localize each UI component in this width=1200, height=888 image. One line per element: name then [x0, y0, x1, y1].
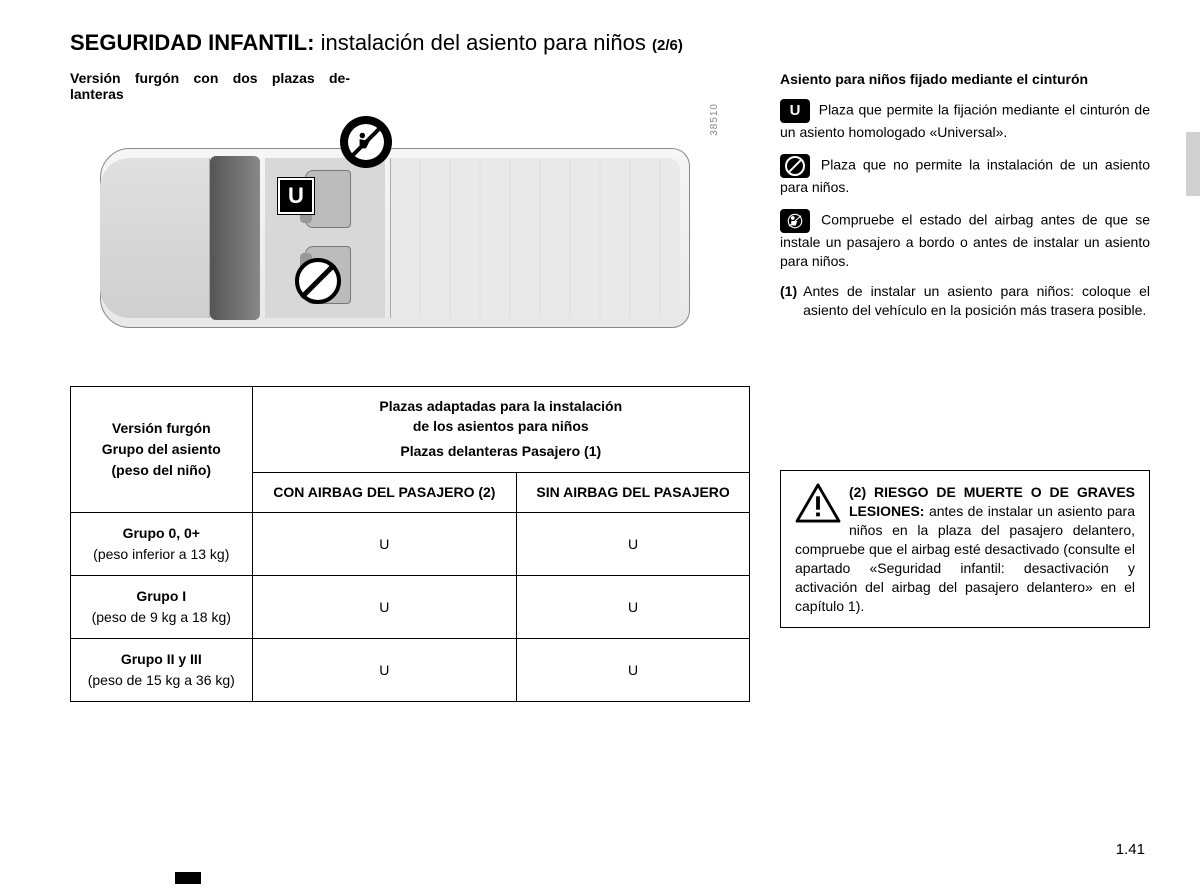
group-cell: Grupo I (peso de 9 kg a 18 kg): [71, 576, 253, 639]
prohibit-symbol-icon: [780, 154, 810, 178]
hdr-top-l3: Plazas delanteras Pasajero (1): [261, 442, 741, 462]
title-main: SEGURIDAD INFANTIL:: [70, 30, 314, 55]
table-row: Grupo 0, 0+ (peso inferior a 13 kg) U U: [71, 513, 750, 576]
table-header-left: Versión furgón Grupo del asiento (peso d…: [71, 387, 253, 513]
hdr-left-l2: Grupo del asiento: [79, 439, 244, 460]
group-cell: Grupo 0, 0+ (peso inferior a 13 kg): [71, 513, 253, 576]
cell-c1: U: [252, 576, 517, 639]
group-weight: (peso inferior a 13 kg): [93, 546, 229, 562]
image-code: 38510: [709, 103, 720, 136]
prohibit-icon: [295, 258, 341, 304]
right-heading: Asiento para niños fijado mediante el ci…: [780, 70, 1150, 89]
table-row: Grupo II y III (peso de 15 kg a 36 kg) U…: [71, 639, 750, 702]
hdr-top-l1: Plazas adaptadas para la instalación: [261, 397, 741, 417]
footnote-1-text: Antes de instalar un asiento para niños:…: [803, 282, 1150, 320]
cell-c2: U: [517, 639, 750, 702]
van-windshield: [210, 156, 260, 320]
van-hood: [100, 158, 210, 318]
footnote-1: (1) Antes de instalar un asiento para ni…: [780, 282, 1150, 320]
cell-c1: U: [252, 639, 517, 702]
cell-c2: U: [517, 513, 750, 576]
vehicle-diagram: 38510: [70, 108, 750, 378]
warning-box: (2) RIESGO DE MUERTE O DE GRAVES LESIONE…: [780, 470, 1150, 628]
cell-c1: U: [252, 513, 517, 576]
table-header-top: Plazas adaptadas para la instalación de …: [252, 387, 749, 473]
airbag-check-symbol-icon: [780, 209, 810, 233]
footnote-1-num: (1): [780, 282, 797, 320]
hdr-left-l3: (peso del niño): [79, 460, 244, 481]
warning-text: antes de instalar un asiento para niños …: [795, 503, 1135, 613]
seat-compatibility-table: Versión furgón Grupo del asiento (peso d…: [70, 386, 750, 702]
group-name: Grupo 0, 0+: [123, 525, 200, 541]
cell-c2: U: [517, 576, 750, 639]
table-col2-header: SIN AIRBAG DEL PASAJERO: [517, 472, 750, 513]
group-name: Grupo I: [136, 588, 186, 604]
u-symbol-icon: U: [780, 99, 810, 123]
hdr-left-l1: Versión furgón: [79, 418, 244, 439]
prohibit-text: Plaza que no permite la instalación de u…: [780, 156, 1150, 194]
page-title: SEGURIDAD INFANTIL: instalación del asie…: [70, 30, 1150, 56]
title-sub: instalación del asiento para niños: [321, 30, 646, 55]
u-text: Plaza que permite la fijación mediante e…: [780, 102, 1150, 140]
group-name: Grupo II y III: [121, 651, 202, 667]
universal-seat-icon: U: [278, 178, 314, 214]
warning-triangle-icon: [795, 483, 841, 523]
table-row: Grupo I (peso de 9 kg a 18 kg) U U: [71, 576, 750, 639]
child-seat-icon: [355, 130, 377, 152]
left-column: Versión furgón con dos plazas de- lanter…: [70, 70, 750, 702]
page-container: SEGURIDAD INFANTIL: instalación del asie…: [0, 0, 1200, 888]
airbag-text: Compruebe el estado del airbag antes de …: [780, 211, 1150, 268]
table-col1-header: CON AIRBAG DEL PASAJERO (2): [252, 472, 517, 513]
caption-line1: Versión furgón con dos plazas de-: [70, 70, 350, 86]
caption-line2: lanteras: [70, 86, 350, 102]
group-weight: (peso de 9 kg a 18 kg): [92, 609, 231, 625]
footer-registration-mark: [175, 872, 201, 884]
legend-airbag: Compruebe el estado del airbag antes de …: [780, 209, 1150, 271]
child-seat-prohibit-icon: [340, 116, 392, 168]
page-number: 1.41: [1116, 841, 1145, 858]
diagram-caption: Versión furgón con dos plazas de- lanter…: [70, 70, 350, 102]
group-weight: (peso de 15 kg a 36 kg): [88, 672, 235, 688]
right-column: Asiento para niños fijado mediante el ci…: [780, 70, 1150, 702]
legend-prohibit: Plaza que no permite la instalación de u…: [780, 154, 1150, 197]
hdr-top-l2: de los asientos para niños: [261, 417, 741, 437]
legend-universal: U Plaza que permite la fijación mediante…: [780, 99, 1150, 142]
title-page-marker: (2/6): [652, 37, 683, 54]
van-cargo-area: [390, 158, 680, 318]
group-cell: Grupo II y III (peso de 15 kg a 36 kg): [71, 639, 253, 702]
van-illustration: U: [100, 118, 690, 358]
